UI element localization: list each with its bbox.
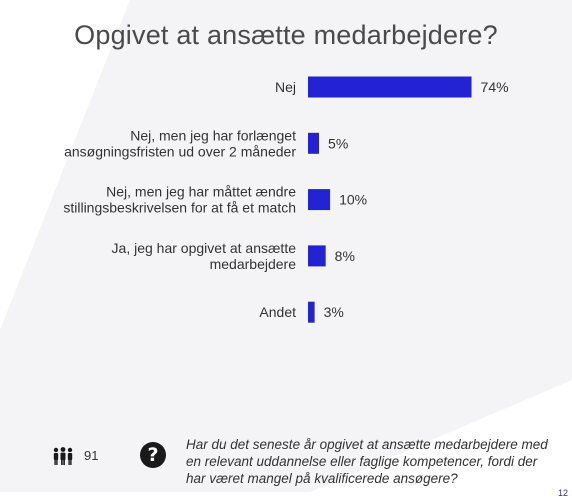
category-label-3: Ja, jeg har opgivet at ansætte medarbejde…	[112, 240, 297, 272]
value-label-2: 10%	[339, 192, 367, 208]
value-label-3: 8%	[335, 248, 355, 264]
page-number: 12	[557, 488, 568, 498]
bar-0	[308, 76, 472, 98]
value-label-0: 74%	[481, 79, 509, 95]
bar-1	[308, 132, 320, 154]
footer: 91 ? Har du det seneste år opgivet at an…	[0, 430, 572, 498]
bar-4	[308, 301, 315, 323]
respondent-count: 91	[84, 448, 99, 463]
chart-title: Opgivet at ansætte medarbejdere?	[74, 20, 498, 50]
people-icon	[53, 447, 73, 465]
bar-2	[308, 189, 331, 211]
value-label-1: 5%	[328, 135, 348, 151]
value-label-4: 3%	[324, 304, 344, 320]
category-label-4: Andet	[259, 304, 296, 320]
survey-question: Har du det seneste år opgivet at ansætte…	[186, 437, 548, 486]
bar-3	[308, 245, 326, 267]
category-label-1: Nej, men jeg har forlænget ansøgningsfris…	[64, 127, 296, 159]
category-label-2: Nej, men jeg har måttet ændre stillingsbe…	[63, 184, 296, 216]
question-mark-icon: ?	[140, 442, 166, 468]
bar-chart: 74% Nej 5% Nej, men jeg har forlænget ansøgn…	[63, 76, 509, 323]
category-label-0: Nej	[275, 79, 296, 95]
